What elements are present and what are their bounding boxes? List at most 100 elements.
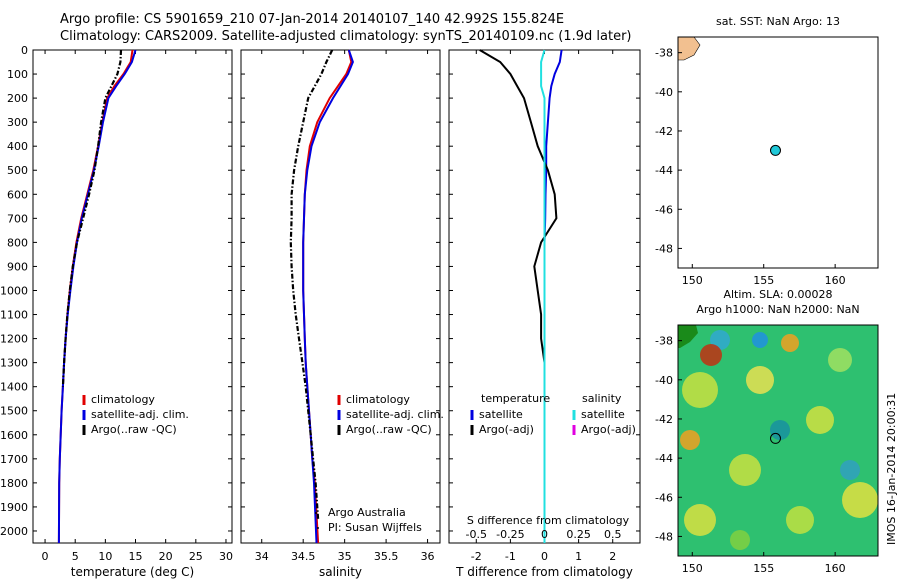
- difference-xlabel-top: S difference from climatology: [467, 514, 630, 527]
- sst-map-argo-position: [769, 144, 781, 156]
- depth-tick-label: 100: [7, 68, 28, 81]
- sla-heatmap-cell: [680, 430, 700, 450]
- sla-heatmap-cell: [682, 372, 718, 408]
- temperature-profile-xtick-label: 20: [159, 550, 173, 563]
- temperature-profile-xtick-label: 30: [219, 550, 233, 563]
- depth-tick-label: 1300: [0, 357, 28, 370]
- difference-legend-temperature-heading: temperature: [481, 392, 550, 405]
- depth-tick-label: 900: [7, 260, 28, 273]
- temperature-profile-legend-label: Argo(..raw -QC): [91, 423, 177, 436]
- depth-tick-label: 1800: [0, 477, 28, 490]
- difference-xtick-top-label: -0.5: [466, 528, 487, 541]
- difference-legend-label: satellite: [581, 408, 625, 421]
- sla-heatmap-cell: [840, 460, 860, 480]
- depth-tick-label: 600: [7, 188, 28, 201]
- sla-heatmap-cell: [700, 344, 722, 366]
- sst-map-xtick-label: 150: [682, 274, 703, 287]
- sla-heatmap-cell: [842, 482, 878, 518]
- sst-map-ytick-label: -44: [655, 164, 673, 177]
- temperature-profile-frame: [32, 49, 233, 544]
- difference-xtick-top-label: 0: [541, 528, 548, 541]
- salinity-annotation-dot: [317, 527, 319, 529]
- depth-tick-label: 1100: [0, 309, 28, 322]
- difference-legend-label: Argo(-adj): [581, 423, 636, 436]
- figure-title-line1: Argo profile: CS 5901659_210 07-Jan-2014…: [60, 12, 565, 27]
- difference-xtick-top-label: 0.25: [566, 528, 591, 541]
- sla-heatmap-cell: [684, 504, 716, 536]
- temperature-profile-series-argo: [61, 49, 123, 387]
- sla-map-ytick-label: -46: [655, 491, 673, 504]
- depth-tick-label: 700: [7, 212, 28, 225]
- sst-map-xtick-label: 155: [753, 274, 774, 287]
- difference-profile-xtick-label: 0: [541, 550, 548, 563]
- depth-tick-label: 1400: [0, 381, 28, 394]
- sst-map-ytick-label: -42: [655, 125, 673, 138]
- sla-heatmap-cell: [786, 506, 814, 534]
- salinity-profile-legend-label: satellite-adj. clim.: [346, 408, 444, 421]
- sst-map-ytick-label: -38: [655, 47, 673, 60]
- sla-map-xtick-label: 160: [825, 562, 846, 575]
- sla-land-mask: [678, 325, 698, 348]
- salinity-profile-xlabel: salinity: [319, 565, 362, 579]
- depth-tick-label: 1500: [0, 405, 28, 418]
- difference-profile-xtick-label: -1: [505, 550, 516, 563]
- sla-map-frame: [677, 324, 879, 557]
- difference-profile-series-temperature-satellite: [543, 49, 563, 531]
- depth-tick-label: 200: [7, 92, 28, 105]
- sst-map-ytick-label: -40: [655, 86, 673, 99]
- depth-tick-label: 1000: [0, 284, 28, 297]
- salinity-profile-frame: [240, 49, 441, 544]
- sla-map-ytick-label: -42: [655, 413, 673, 426]
- salinity-profile-xtick-label: 34: [255, 550, 269, 563]
- sla-map-ytick-label: -44: [655, 452, 673, 465]
- depth-tick-label: 1600: [0, 429, 28, 442]
- sla-map-title-line2: Argo h1000: NaN h2000: NaN: [696, 303, 859, 316]
- temperature-profile-xtick-label: 5: [72, 550, 79, 563]
- salinity-profile-series-satellite: [302, 49, 354, 544]
- difference-profile-series-salinity-satellite: [540, 49, 546, 543]
- difference-profile-xtick-label: -2: [471, 550, 482, 563]
- depth-tick-label: 0: [21, 44, 28, 57]
- salinity-profile-xtick-label: 35: [338, 550, 352, 563]
- depth-tick-label: 500: [7, 164, 28, 177]
- sst-map-frame: [677, 36, 879, 269]
- difference-xtick-top-label: 0.5: [604, 528, 622, 541]
- difference-xtick-top-label: -0.25: [496, 528, 524, 541]
- sla-map-ytick-label: -38: [655, 335, 673, 348]
- difference-legend-label: satellite: [479, 408, 523, 421]
- temperature-profile-xtick-label: 0: [42, 550, 49, 563]
- sla-heatmap-cell: [770, 420, 790, 440]
- salinity-profile-series-climatology: [302, 49, 353, 544]
- difference-profile-xtick-label: 1: [575, 550, 582, 563]
- sla-map-title-line1: Altim. SLA: 0.00028: [723, 288, 832, 301]
- depth-tick-label: 1900: [0, 501, 28, 514]
- depth-tick-label: 1700: [0, 453, 28, 466]
- sla-heatmap-cell: [781, 334, 799, 352]
- depth-tick-label: 800: [7, 236, 28, 249]
- sla-map-argo-position: [769, 432, 781, 444]
- difference-profile-xlabel: T difference from climatology: [455, 565, 633, 579]
- sst-map-title: sat. SST: NaN Argo: 13: [716, 15, 840, 28]
- sla-heatmap-cell: [730, 530, 750, 550]
- temperature-profile-xtick-label: 15: [129, 550, 143, 563]
- figure-title-line2: Climatology: CARS2009. Satellite-adjuste…: [60, 29, 632, 44]
- sla-map-ytick-label: -40: [655, 374, 673, 387]
- salinity-profile-xtick-label: 35.5: [374, 550, 399, 563]
- salinity-profile-legend-label: climatology: [346, 393, 410, 406]
- temperature-profile-legend-label: satellite-adj. clim.: [91, 408, 189, 421]
- sla-heatmap-cell: [828, 348, 852, 372]
- sla-heatmap-cell: [746, 366, 774, 394]
- salinity-profile-series-argo: [289, 49, 334, 520]
- sst-map-ytick-label: -46: [655, 203, 673, 216]
- sla-map-xtick-label: 150: [682, 562, 703, 575]
- depth-tick-label: 2000: [0, 525, 28, 538]
- sla-map-ytick-label: -48: [655, 530, 673, 543]
- salinity-profile-legend-label: Argo(..raw -QC): [346, 423, 432, 436]
- depth-tick-label: 1200: [0, 333, 28, 346]
- salinity-annotation-line2: PI: Susan Wijffels: [328, 521, 422, 534]
- difference-legend-label: Argo(-adj): [479, 423, 534, 436]
- salinity-profile-xtick-label: 36: [421, 550, 435, 563]
- salinity-annotation-line1: Argo Australia: [328, 506, 406, 519]
- depth-tick-label: 300: [7, 116, 28, 129]
